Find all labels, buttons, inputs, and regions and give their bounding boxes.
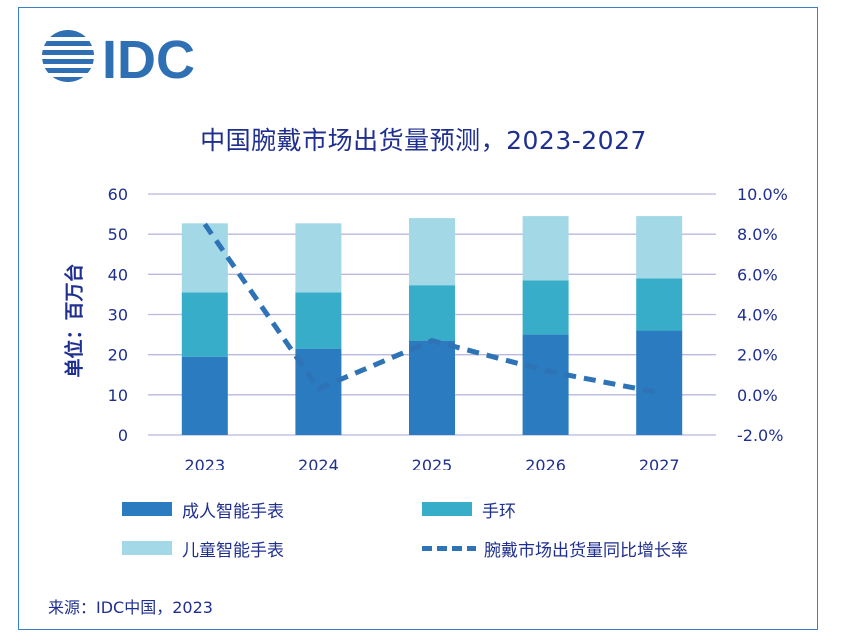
legend-adult-watch: 成人智能手表 <box>122 496 284 522</box>
y-tick-label: 60 <box>108 185 128 204</box>
idc-logo-text: IDC <box>102 30 195 86</box>
y2-tick-label: 6.0% <box>737 265 778 284</box>
bar-band <box>636 278 683 331</box>
bar-adult-watch <box>181 356 228 435</box>
chart-title: 中国腕戴市场出货量预测，2023-2027 <box>200 126 647 155</box>
bar-band <box>522 280 569 335</box>
bar-adult-watch <box>636 330 683 435</box>
y-axis-label: 单位：百万台 <box>53 240 93 400</box>
legend-label-kids: 儿童智能手表 <box>182 540 284 561</box>
legend-growth-rate: 腕戴市场出货量同比增长率 <box>422 535 688 561</box>
idc-logo: IDC <box>40 30 195 86</box>
bar-adult-watch <box>409 340 455 435</box>
y2-tick-label: 4.0% <box>737 306 778 325</box>
x-tick-label: 2025 <box>412 456 453 470</box>
bar-band <box>295 292 342 349</box>
x-tick-label: 2027 <box>639 456 680 470</box>
y-tick-label: 0 <box>118 426 128 445</box>
y2-tick-label: 8.0% <box>737 225 778 244</box>
chart-plot: 0 10 20 30 40 50 60 -2.0% 0.0% 2.0% 4.0% 6.0% 8.0% 10… <box>108 185 788 470</box>
bar-kids-watch <box>295 223 342 293</box>
legend-label-band: 手环 <box>482 501 516 522</box>
idc-globe-icon <box>40 30 96 82</box>
x-tick-label: 2024 <box>298 456 339 470</box>
legend-swatch-band <box>422 502 472 516</box>
bar-band <box>409 285 455 341</box>
legend-dash-growth <box>422 545 476 551</box>
bar-kids-watch <box>636 216 683 279</box>
y-tick-label: 10 <box>108 386 128 405</box>
x-tick-label: 2026 <box>525 456 566 470</box>
bar-kids-watch <box>181 223 228 293</box>
y2-tick-label: 10.0% <box>737 185 788 204</box>
source-note: 来源：IDC中国，2023 <box>48 598 213 617</box>
legend-label-adult: 成人智能手表 <box>182 501 284 522</box>
legend-kids-watch: 儿童智能手表 <box>122 535 284 561</box>
y-tick-label: 50 <box>108 225 128 244</box>
bar-kids-watch <box>522 216 569 281</box>
legend-swatch-kids <box>122 541 172 555</box>
bar-kids-watch <box>409 218 455 286</box>
y2-tick-label: 2.0% <box>737 346 778 365</box>
y-tick-label: 30 <box>108 306 128 325</box>
legend-label-growth: 腕戴市场出货量同比增长率 <box>484 540 688 561</box>
legend-band: 手环 <box>422 496 516 522</box>
y-axis-label-text: 单位：百万台 <box>63 262 86 378</box>
bar-adult-watch <box>522 334 569 435</box>
y2-tick-label: -2.0% <box>737 426 783 445</box>
y-tick-label: 20 <box>108 346 128 365</box>
legend-swatch-adult <box>122 502 172 516</box>
x-tick-label: 2023 <box>184 456 225 470</box>
y-tick-label: 40 <box>108 265 128 284</box>
y2-tick-label: 0.0% <box>737 386 778 405</box>
bar-band <box>181 292 228 357</box>
